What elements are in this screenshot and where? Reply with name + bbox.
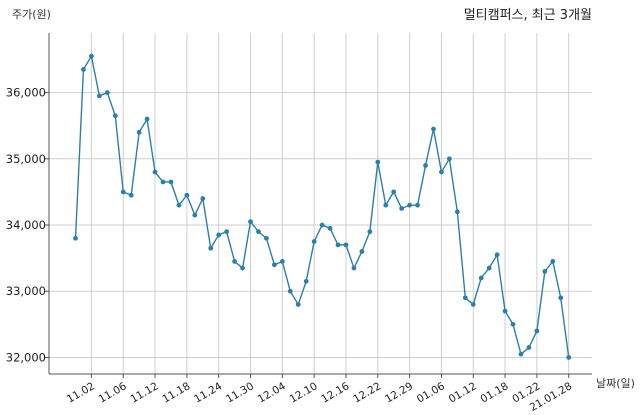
data-point bbox=[303, 278, 309, 284]
series-line bbox=[74, 54, 570, 358]
data-point bbox=[287, 288, 293, 294]
x-tick-label: 12.10 bbox=[288, 380, 320, 405]
data-point bbox=[518, 351, 524, 357]
data-point bbox=[144, 116, 150, 122]
data-point bbox=[96, 93, 102, 99]
data-point bbox=[136, 129, 142, 135]
data-point bbox=[558, 295, 564, 301]
x-tick-label: 12.29 bbox=[383, 380, 415, 405]
data-point bbox=[566, 355, 572, 360]
data-point bbox=[446, 156, 452, 162]
x-tick-label: 11.24 bbox=[192, 380, 224, 406]
x-tick-label: 11.12 bbox=[129, 380, 161, 405]
y-tick-labels: 32,000 33,000 34,000 35,000 36,000 bbox=[6, 86, 46, 365]
x-tick-label: 01.06 bbox=[415, 380, 447, 406]
chart-title: 멀티캠퍼스, 최근 3개월 bbox=[464, 8, 592, 23]
data-point bbox=[407, 202, 413, 208]
data-point bbox=[128, 192, 134, 198]
x-tick-label: 01.18 bbox=[479, 380, 511, 405]
grid-lines bbox=[49, 33, 592, 374]
y-tick-label: 36,000 bbox=[6, 86, 46, 100]
data-point bbox=[359, 249, 365, 254]
x-tick-labels: 11.02 11.06 11.12 11.18 11.24 11.30 12.04 12.10… bbox=[65, 380, 574, 414]
data-point bbox=[256, 229, 261, 235]
data-point bbox=[351, 265, 357, 271]
data-point bbox=[112, 113, 118, 119]
data-point bbox=[431, 126, 436, 132]
data-point bbox=[295, 302, 301, 307]
data-point bbox=[454, 209, 460, 215]
axes bbox=[45, 33, 592, 378]
data-point bbox=[200, 196, 206, 201]
data-point bbox=[240, 265, 245, 271]
data-point bbox=[439, 169, 444, 175]
data-point bbox=[232, 259, 238, 264]
data-point bbox=[89, 53, 94, 59]
data-point bbox=[184, 192, 190, 198]
data-point bbox=[526, 345, 532, 350]
data-point bbox=[271, 262, 277, 268]
data-point bbox=[550, 259, 556, 264]
x-tick-label: 11.18 bbox=[160, 380, 192, 405]
data-point bbox=[542, 268, 548, 274]
data-point bbox=[81, 67, 86, 72]
data-point bbox=[327, 225, 333, 231]
x-tick-label: 11.30 bbox=[224, 380, 256, 405]
x-axis-label: 날짜(일) bbox=[596, 376, 635, 390]
data-point bbox=[486, 265, 492, 271]
data-point bbox=[478, 275, 484, 281]
data-point bbox=[176, 202, 182, 208]
data-point bbox=[311, 239, 317, 244]
data-point bbox=[462, 295, 468, 301]
data-point bbox=[152, 169, 158, 175]
y-tick-label: 34,000 bbox=[6, 218, 46, 232]
data-point bbox=[494, 252, 500, 258]
data-point bbox=[279, 259, 285, 264]
data-point bbox=[216, 232, 222, 238]
data-point bbox=[160, 179, 166, 185]
data-point bbox=[375, 159, 381, 165]
data-point bbox=[73, 235, 78, 241]
data-point bbox=[104, 90, 110, 95]
data-point bbox=[415, 202, 420, 208]
x-tick-label: 11.02 bbox=[65, 380, 97, 405]
data-point bbox=[399, 206, 405, 211]
x-tick-label: 12.04 bbox=[256, 380, 288, 406]
x-tick-label: 12.16 bbox=[319, 380, 351, 406]
data-point bbox=[391, 189, 397, 195]
price-series bbox=[73, 53, 572, 360]
data-point bbox=[367, 229, 373, 235]
data-point bbox=[192, 212, 198, 218]
data-point bbox=[208, 245, 214, 251]
x-tick-label: 11.06 bbox=[97, 380, 129, 406]
y-tick-label: 35,000 bbox=[6, 152, 46, 166]
y-tick-label: 33,000 bbox=[6, 284, 46, 298]
data-point bbox=[423, 163, 428, 168]
data-point bbox=[264, 235, 269, 241]
data-point bbox=[534, 328, 540, 334]
data-point bbox=[383, 202, 389, 208]
data-point bbox=[510, 321, 516, 327]
data-point bbox=[502, 308, 508, 314]
data-point bbox=[120, 189, 126, 195]
x-tick-label: 12.22 bbox=[351, 380, 383, 405]
data-point bbox=[168, 179, 174, 185]
y-axis-label: 주가(원) bbox=[12, 8, 51, 21]
data-point bbox=[319, 222, 325, 228]
data-point bbox=[248, 219, 253, 225]
data-point bbox=[224, 229, 230, 235]
y-tick-label: 32,000 bbox=[6, 350, 46, 364]
data-point bbox=[343, 242, 349, 248]
data-point bbox=[335, 242, 341, 248]
x-tick-label: 01.12 bbox=[447, 380, 479, 405]
data-point bbox=[470, 302, 476, 307]
